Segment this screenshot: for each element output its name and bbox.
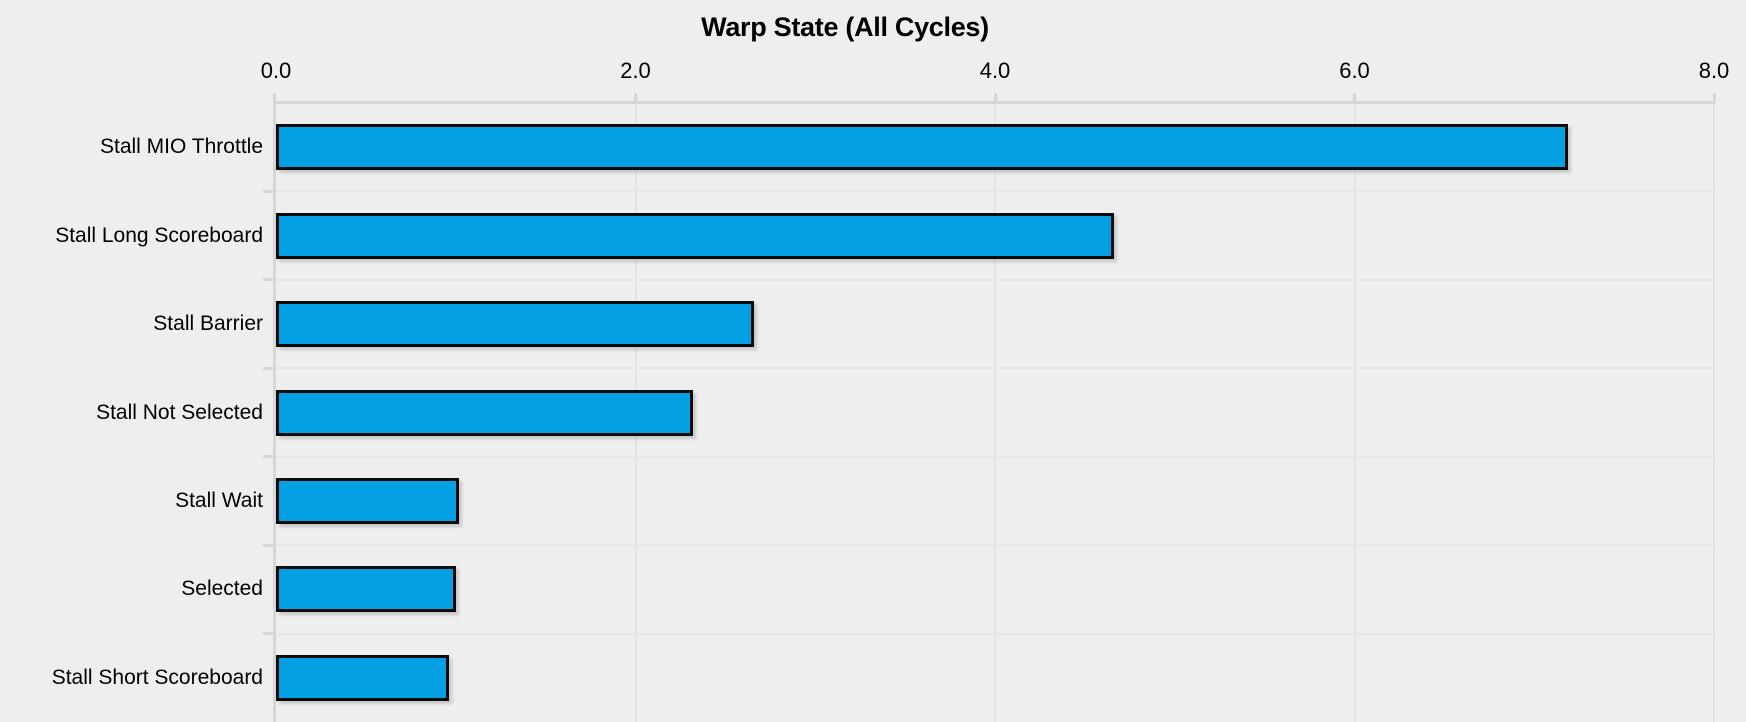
category-label: Stall Short Scoreboard xyxy=(51,665,263,689)
category-label: Stall Wait xyxy=(175,488,263,512)
category-label: Selected xyxy=(181,577,263,601)
category-label: Stall Not Selected xyxy=(96,400,263,424)
y-gridline xyxy=(276,632,1714,635)
y-tick xyxy=(263,455,273,459)
y-gridline xyxy=(276,367,1714,370)
bar xyxy=(276,654,449,701)
y-tick xyxy=(263,632,273,636)
chart-title: Warp State (All Cycles) xyxy=(701,12,989,42)
y-tick xyxy=(263,278,273,282)
category-label: Stall Barrier xyxy=(153,312,263,336)
y-gridline xyxy=(276,544,1714,547)
bar xyxy=(276,389,693,436)
bar xyxy=(276,124,1568,171)
x-tick-label: 4.0 xyxy=(979,58,1011,83)
y-tick xyxy=(263,366,273,370)
x-tick xyxy=(634,93,637,103)
bar xyxy=(276,566,456,613)
x-tick-label: 8.0 xyxy=(1698,58,1730,83)
x-tick xyxy=(993,93,997,103)
y-tick xyxy=(263,189,273,193)
x-tick xyxy=(1353,93,1356,103)
x-axis-line xyxy=(274,101,1715,104)
bar xyxy=(276,477,459,524)
y-gridline xyxy=(276,278,1714,281)
x-tick-label: 6.0 xyxy=(1339,58,1370,83)
y-gridline xyxy=(276,190,1714,193)
y-gridline xyxy=(276,455,1714,458)
x-tick xyxy=(1712,93,1716,103)
y-tick xyxy=(263,543,273,547)
x-tick-label: 0.0 xyxy=(260,58,292,83)
x-gridline xyxy=(994,103,996,722)
y-axis-line xyxy=(273,93,276,722)
x-gridline xyxy=(1353,103,1356,722)
category-label: Stall Long Scoreboard xyxy=(55,223,263,247)
category-label: Stall MIO Throttle xyxy=(100,135,263,159)
x-tick-label: 2.0 xyxy=(620,58,651,83)
bar xyxy=(276,301,754,348)
bar xyxy=(276,212,1114,259)
x-gridline xyxy=(1713,103,1715,722)
